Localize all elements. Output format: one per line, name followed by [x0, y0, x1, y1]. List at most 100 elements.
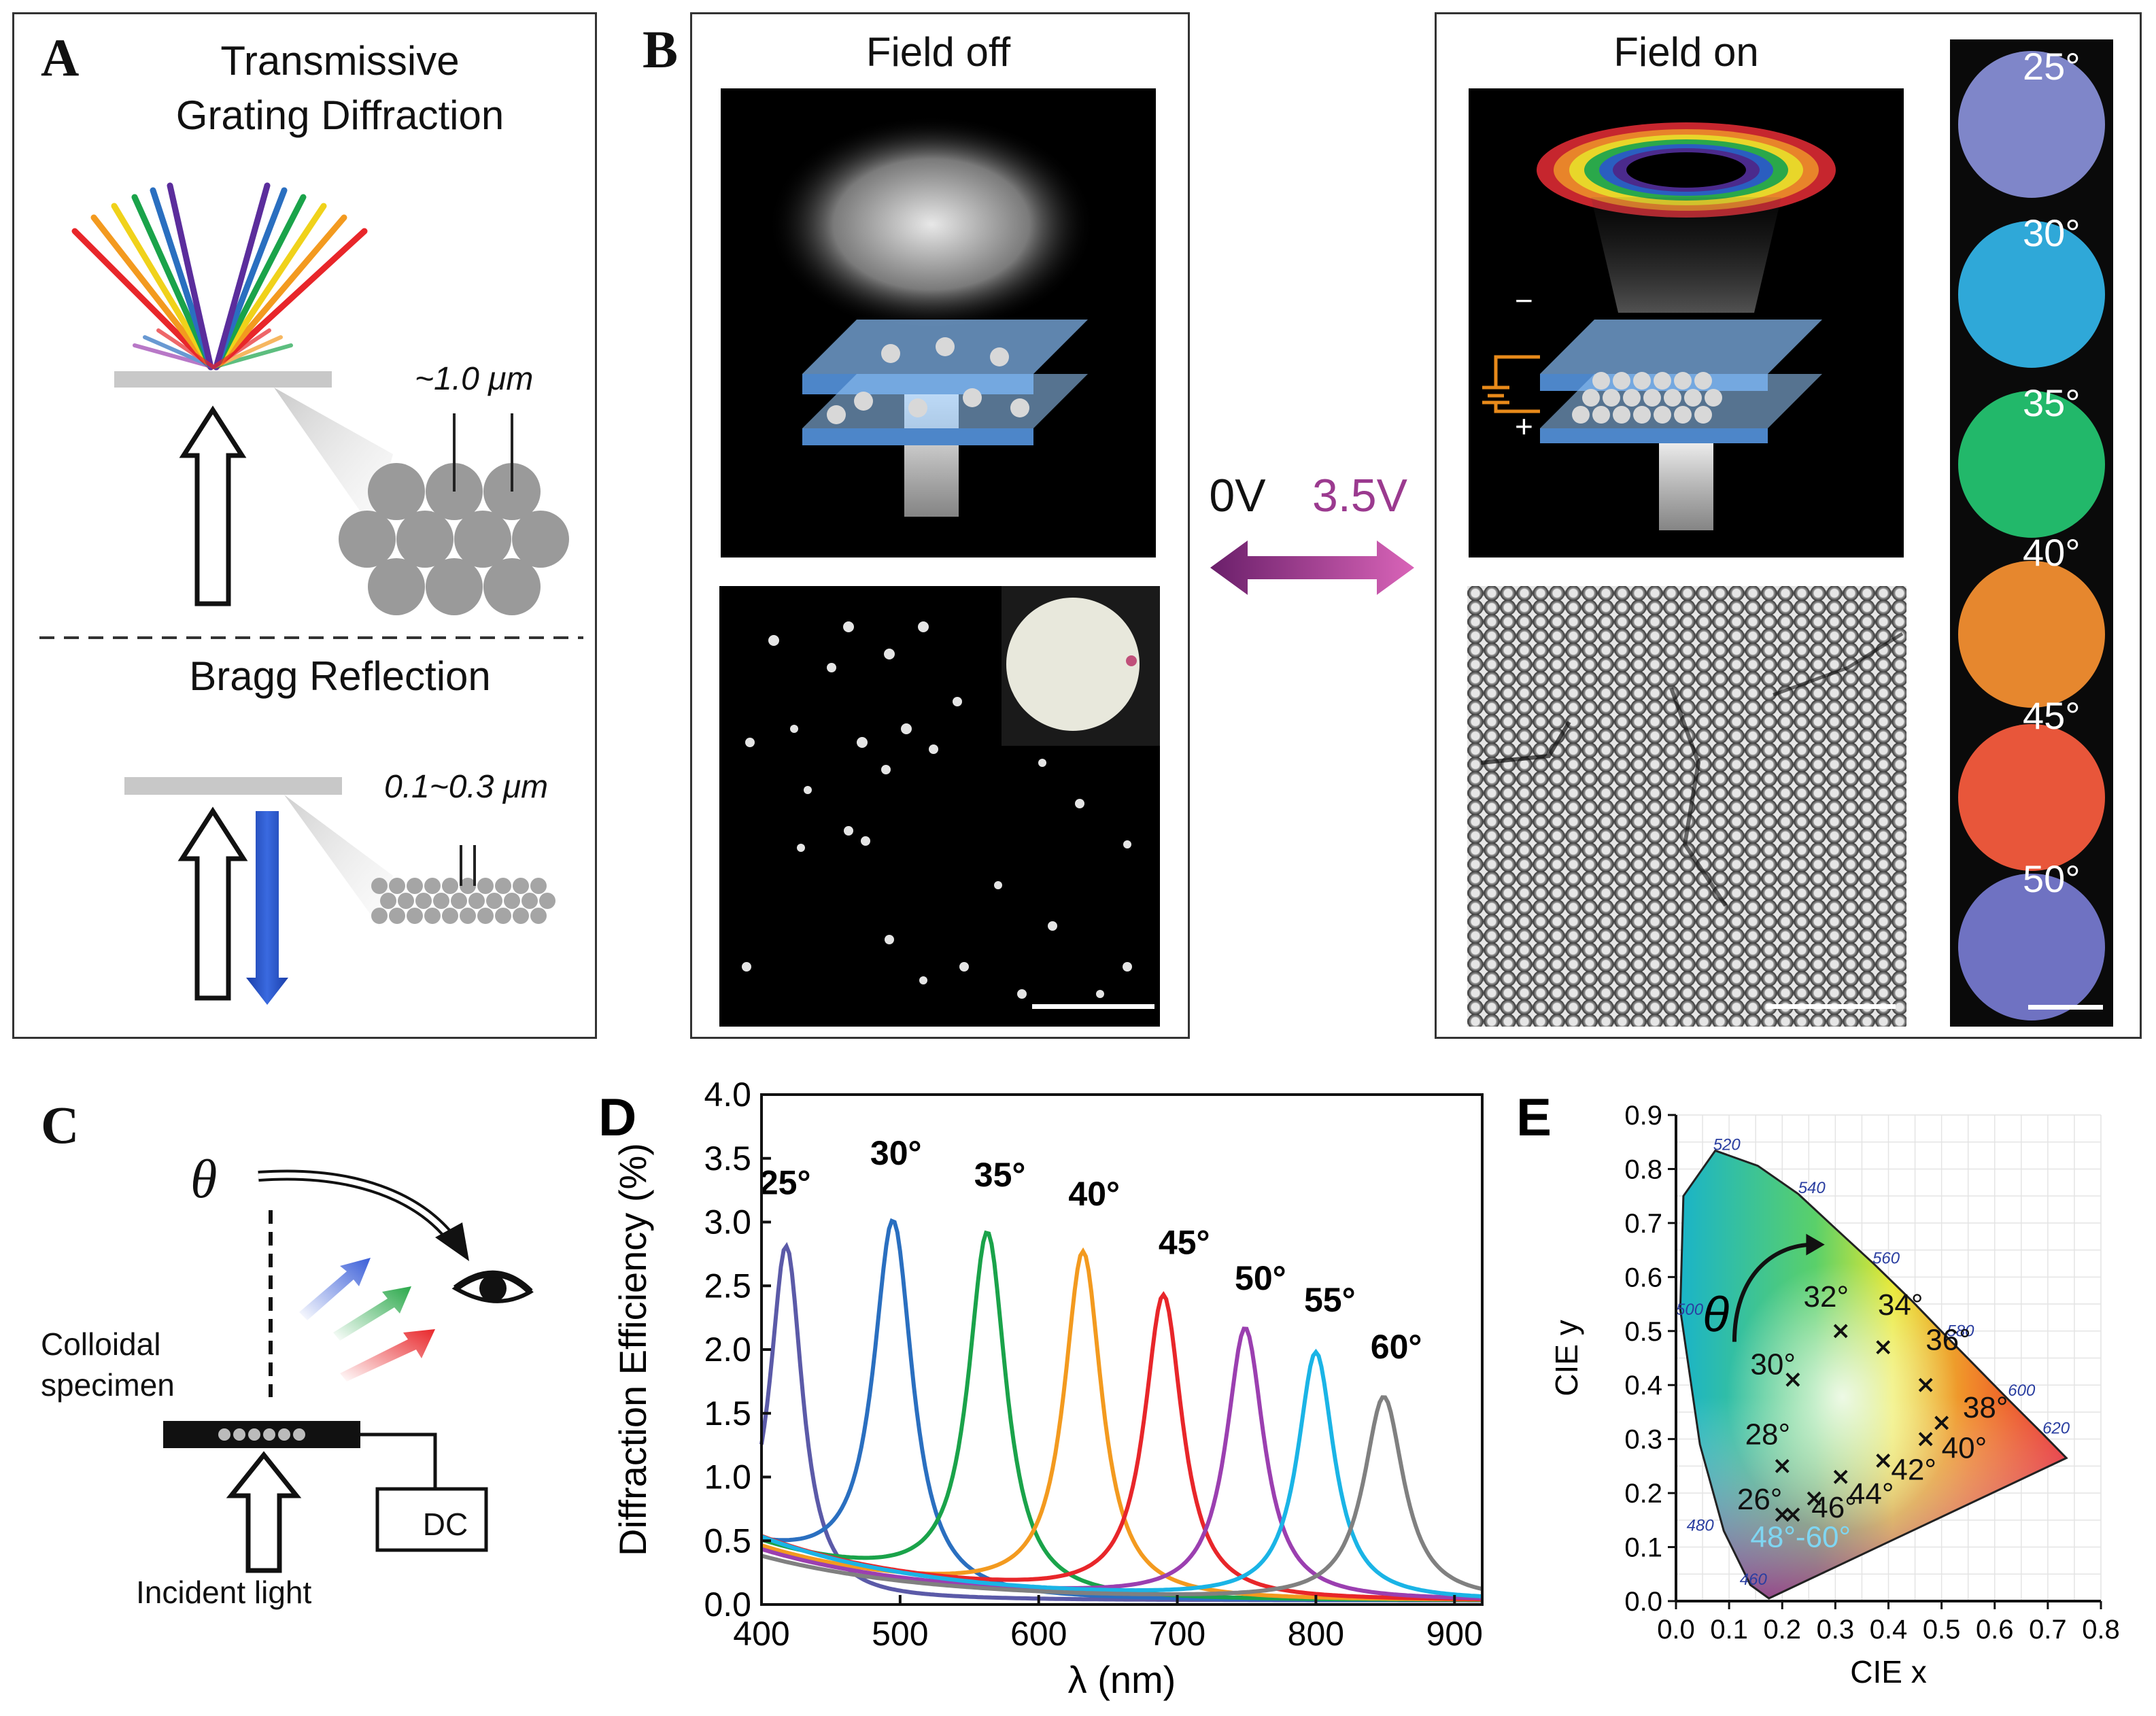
grating-plate: [114, 371, 332, 388]
cie-point-label-9: 44°: [1849, 1477, 1894, 1511]
sphere-lattice-large: [339, 463, 569, 615]
e-x-tick-label-7: 0.7: [2029, 1615, 2067, 1645]
y-axis-label: Diffraction Efficiency (%): [611, 1143, 654, 1556]
cie-point-0: [1775, 1507, 1790, 1522]
cie-gamut-white-point: [1680, 1150, 2067, 1598]
y-tick-label-0: 0.0: [704, 1585, 751, 1624]
e-x-tick-label-4: 0.4: [1870, 1615, 1908, 1645]
panel-d-letter: D: [598, 1087, 636, 1147]
cie-point-label-1: 28°: [1745, 1418, 1791, 1452]
specimen-label-line1: Colloidal: [41, 1326, 161, 1362]
cie-point-label-2: 30°: [1750, 1348, 1796, 1381]
cie-point-3: [1833, 1324, 1848, 1339]
theta-symbol-e: θ: [1702, 1288, 1729, 1342]
wavelength-mark-2: 560: [1872, 1249, 1900, 1267]
y-tick-label-7: 3.5: [704, 1139, 751, 1178]
cie-point-6: [1934, 1415, 1949, 1430]
e-x-axis-label: CIE x: [1850, 1654, 1926, 1689]
angle-label-35: 35°: [2023, 381, 2081, 424]
cie-point-2: [1785, 1372, 1800, 1387]
cie-point-5: [1918, 1377, 1933, 1392]
voltage-high-label: 3.5V: [1312, 470, 1407, 521]
series-line-7: [761, 1395, 1483, 1596]
e-y-axis-label: CIE y: [1549, 1320, 1584, 1396]
e-x-tick-label-6: 0.6: [1976, 1615, 2014, 1645]
e-y-tick-label-0: 0.0: [1624, 1587, 1662, 1617]
electrode-minus: −: [1515, 283, 1533, 318]
wavelength-mark-5: 620: [2042, 1420, 2070, 1438]
e-y-tick-label-9: 0.9: [1624, 1101, 1662, 1131]
e-x-tick-label-8: 0.8: [2082, 1615, 2120, 1645]
x-axis-label: λ (nm): [1068, 1658, 1176, 1701]
bragg-title: Bragg Reflection: [189, 653, 491, 699]
incident-light-label: Incident light: [136, 1575, 312, 1610]
bragg-spacing-label: 0.1~0.3 μm: [384, 769, 549, 805]
e-y-tick-label-4: 0.4: [1624, 1371, 1662, 1401]
series-label-3: 40°: [1068, 1175, 1120, 1213]
panel-a-letter: A: [41, 28, 80, 87]
spot-30: [1958, 221, 2105, 368]
spot-40: [1958, 561, 2105, 708]
x-tick-label-3: 700: [1149, 1615, 1205, 1653]
angle-label-40: 40°: [2023, 531, 2081, 574]
dc-label: DC: [422, 1507, 468, 1542]
grating-diffraction-diagram: [39, 182, 583, 1005]
cie-point-10: [1807, 1491, 1821, 1506]
diffraction-efficiency-chart: D 25° 30° 35° 40° 45° 50° 55° 60° 400 500 600 700 800…: [598, 1076, 1484, 1701]
x-tick-label-2: 600: [1010, 1615, 1067, 1653]
series-line-1: [761, 1218, 1482, 1602]
panel-a-title-line2: Grating Diffraction: [175, 92, 504, 138]
field-off-particles: [742, 586, 1160, 1009]
field-on-label: Field on: [1613, 29, 1759, 75]
theta-symbol-c: θ: [190, 1150, 218, 1209]
wavelength-mark-0: 520: [1713, 1136, 1741, 1154]
grating-spacing-label: ~1.0 μm: [415, 361, 534, 397]
specimen-label-line2: specimen: [41, 1367, 175, 1403]
angle-label-45: 45°: [2023, 694, 2081, 737]
voltage-toggle-arrow: [1210, 540, 1414, 595]
panel-b-letter: B: [643, 20, 679, 79]
series-label-7: 60°: [1371, 1328, 1422, 1366]
diffracted-rays-right: [213, 182, 368, 371]
wavelength-mark-3: 580: [1947, 1322, 1974, 1341]
panel-e-letter: E: [1516, 1087, 1552, 1147]
wavelength-mark-6: 500: [1676, 1301, 1704, 1319]
field-on-micrograph: [1467, 586, 1906, 1027]
cie-point-1: [1775, 1458, 1790, 1473]
angle-label-50: 50°: [2023, 857, 2081, 900]
e-y-tick-label-1: 0.1: [1624, 1533, 1662, 1563]
e-y-tick-label-7: 0.7: [1624, 1209, 1662, 1239]
series-label-0: 25°: [759, 1163, 811, 1201]
angle-strip-spots: [1958, 51, 2105, 1020]
y-tick-label-8: 4.0: [704, 1076, 751, 1114]
e-x-tick-label-0: 0.0: [1657, 1615, 1695, 1645]
theta-arrow-head-e: [1806, 1233, 1825, 1256]
bragg-plate: [124, 777, 342, 795]
reflected-arrow-bragg: [246, 811, 288, 1005]
wavelength-mark-1: 540: [1798, 1179, 1826, 1197]
series-label-1: 30°: [870, 1134, 922, 1172]
e-y-tick-label-8: 0.8: [1624, 1154, 1662, 1184]
spot-25: [1958, 51, 2105, 198]
spot-35: [1958, 391, 2105, 538]
x-tick-label-4: 800: [1288, 1615, 1344, 1653]
cie-chromaticity-chart: E 520 540 560 580 600 620 500 480 460 θ 26° 28° 30° 32…: [1516, 1087, 2120, 1689]
e-y-tick-label-2: 0.2: [1624, 1479, 1662, 1509]
e-x-tick-label-1: 0.1: [1710, 1615, 1748, 1645]
cie-point-label-8: 42°: [1891, 1453, 1936, 1486]
theta-arrow-e: [1732, 1242, 1815, 1342]
electrode-plus: +: [1515, 409, 1533, 444]
angle-label-30: 30°: [2023, 211, 2081, 254]
e-x-tick-label-5: 0.5: [1923, 1615, 1961, 1645]
cie-point-label-6: 38°: [1963, 1391, 2008, 1424]
wavelength-mark-4: 600: [2008, 1382, 2036, 1400]
e-x-tick-label-3: 0.3: [1817, 1615, 1855, 1645]
short-rays: [133, 328, 293, 369]
series-label-4: 45°: [1159, 1223, 1210, 1261]
cie-point-label-5: 36°: [1926, 1324, 1971, 1357]
e-y-tick-label-6: 0.6: [1624, 1263, 1662, 1292]
panel-a-title-line1: Transmissive: [220, 38, 460, 84]
cie-point-9: [1833, 1469, 1848, 1484]
wavelength-mark-7: 480: [1687, 1517, 1715, 1535]
series-line-6: [760, 1348, 1483, 1598]
